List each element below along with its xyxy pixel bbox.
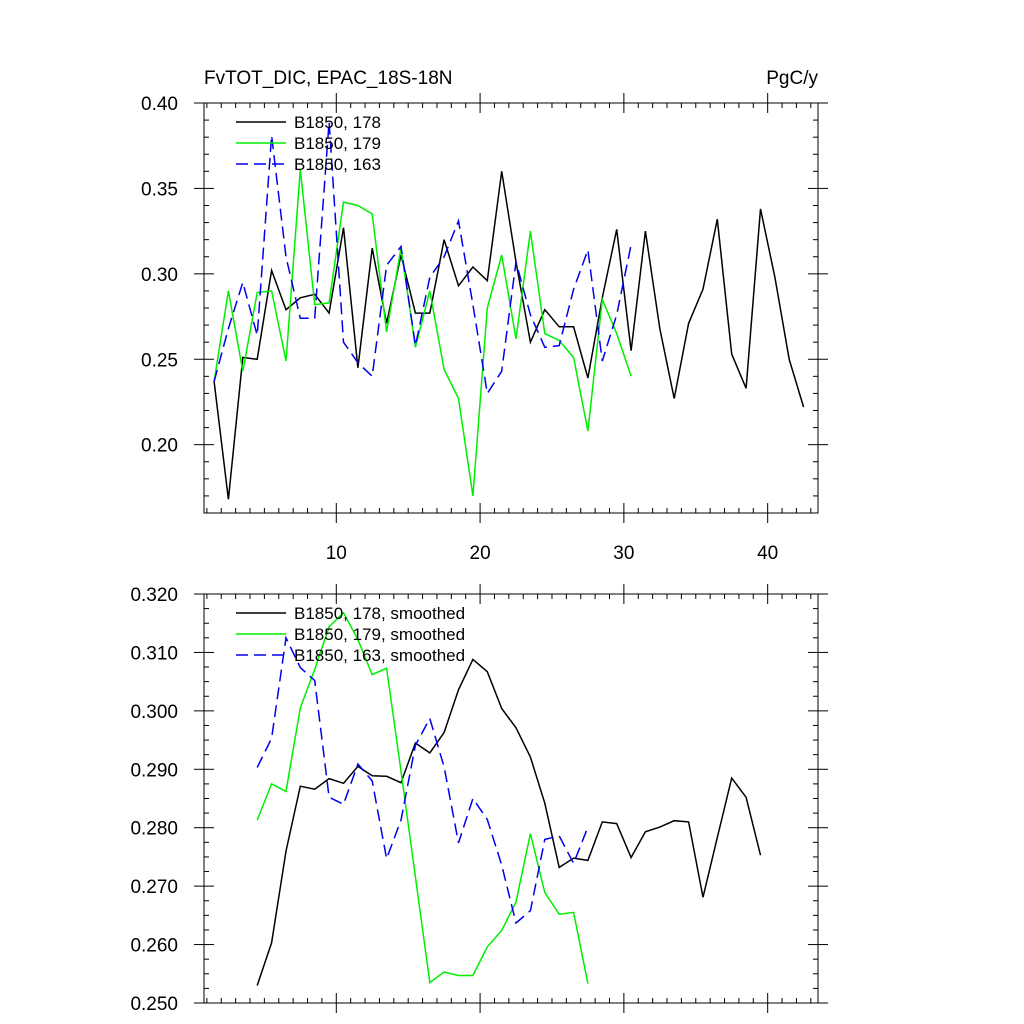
top-legend-label-1: B1850, 178	[294, 113, 381, 132]
top-x-tick-label: 40	[757, 543, 778, 564]
top-y-tick-label: 0.30	[141, 265, 178, 286]
top-y-tick-label: 0.40	[141, 94, 178, 115]
bottom-legend-label-1: B1850, 178, smoothed	[294, 604, 465, 623]
bottom-series-line-3	[256, 635, 589, 925]
top-x-tick-label: 10	[326, 543, 347, 564]
bottom-chart-panel: 0.250 0.260 0.270 0.280 0.290 0.300 0.310 0.320…	[130, 584, 828, 1015]
top-series-line-1	[213, 171, 805, 500]
bottom-y-tick-label: 0.290	[130, 760, 178, 781]
top-chart-title: FvTOT_DIC, EPAC_18S-18N	[204, 68, 452, 89]
top-chart-units: PgC/y	[766, 68, 818, 89]
top-series-line-3	[213, 121, 632, 396]
top-x-tick-label: 30	[613, 543, 634, 564]
bottom-y-tick-label: 0.300	[130, 702, 178, 723]
top-series-line-2	[213, 169, 632, 497]
bottom-series-line-2	[256, 611, 589, 984]
bottom-y-tick-label: 0.260	[130, 936, 178, 957]
top-y-tick-label: 0.35	[141, 179, 178, 200]
bottom-y-tick-label: 0.280	[130, 819, 178, 840]
bottom-y-tick-label: 0.310	[130, 643, 178, 664]
bottom-y-tick-label: 0.250	[130, 994, 178, 1015]
top-x-tick-label: 20	[470, 543, 491, 564]
top-y-tick-label: 0.20	[141, 436, 178, 457]
top-legend-label-2: B1850, 179	[294, 134, 381, 153]
bottom-y-tick-label: 0.320	[130, 585, 178, 606]
bottom-legend-label-3: B1850, 163, smoothed	[294, 646, 465, 665]
top-chart-panel: FvTOT_DIC, EPAC_18S-18N PgC/y 0.20 0.25 0.…	[141, 68, 828, 564]
top-y-tick-label: 0.25	[141, 350, 178, 371]
bottom-legend-label-2: B1850, 179, smoothed	[294, 625, 465, 644]
top-legend-label-3: B1850, 163	[294, 155, 381, 174]
bottom-y-tick-label: 0.270	[130, 877, 178, 898]
bottom-series-line-1	[256, 658, 762, 986]
